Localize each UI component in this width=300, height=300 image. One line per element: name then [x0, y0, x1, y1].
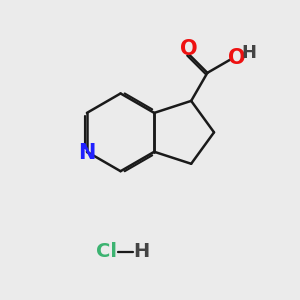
Text: O: O	[228, 48, 246, 68]
Text: Cl: Cl	[96, 242, 117, 261]
Text: O: O	[180, 39, 197, 59]
Text: N: N	[78, 143, 96, 163]
Text: H: H	[241, 44, 256, 62]
Text: H: H	[134, 242, 150, 261]
